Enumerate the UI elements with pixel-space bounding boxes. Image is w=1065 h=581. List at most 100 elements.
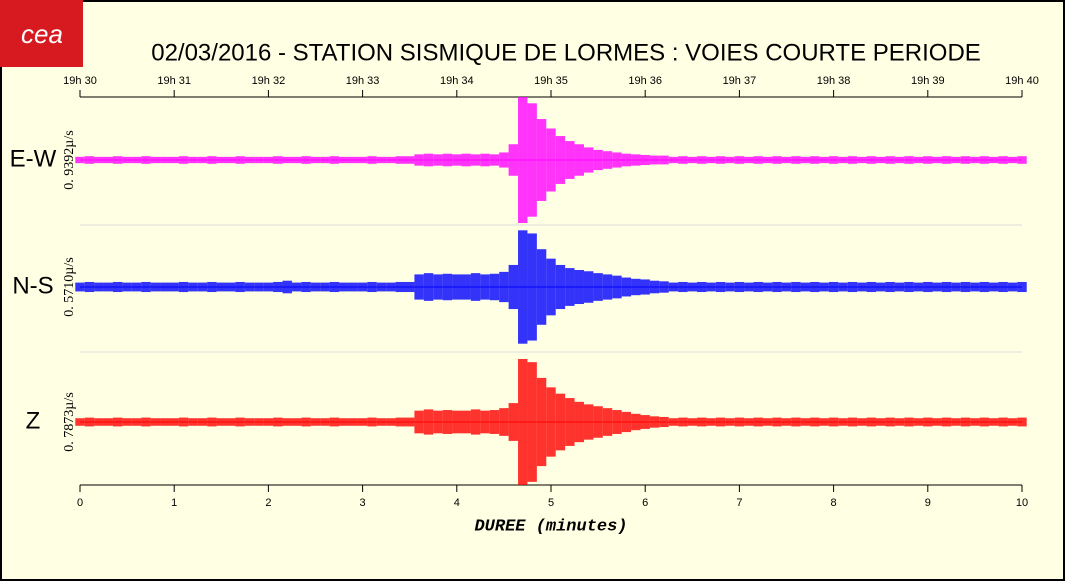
trace-amplitude <box>291 156 302 164</box>
trace-amplitude <box>197 282 208 292</box>
trace-amplitude <box>310 418 321 426</box>
trace-amplitude <box>640 279 650 295</box>
trace-amplitude <box>442 153 453 167</box>
trace-amplitude <box>518 97 528 223</box>
trace-amplitude <box>772 281 782 293</box>
trace-amplitude <box>310 156 321 164</box>
trace-amplitude <box>348 156 358 164</box>
trace-amplitude <box>489 410 500 434</box>
trace-amplitude <box>923 156 933 164</box>
trace-amplitude <box>386 418 396 426</box>
trace-amplitude <box>367 156 377 164</box>
trace-amplitude <box>131 282 142 292</box>
trace-amplitude <box>178 281 189 293</box>
trace-amplitude <box>75 418 85 426</box>
trace-amplitude <box>339 282 349 292</box>
trace-amplitude <box>141 156 151 164</box>
trace-amplitude <box>857 156 867 164</box>
trace-amplitude <box>678 281 688 293</box>
trace-amplitude <box>169 282 179 292</box>
trace-amplitude <box>847 417 858 427</box>
trace-scale: 0. 9392µ/s <box>62 130 77 189</box>
trace-amplitude <box>320 418 330 426</box>
trace-amplitude <box>678 417 688 427</box>
trace-amplitude <box>668 282 679 292</box>
trace-amplitude <box>244 156 255 164</box>
trace-amplitude <box>668 156 679 164</box>
trace-amplitude <box>555 136 566 184</box>
trace-amplitude <box>273 156 283 164</box>
top-tick-label: 19h 34 <box>440 75 474 87</box>
trace-amplitude <box>715 417 726 427</box>
trace-amplitude <box>970 282 980 292</box>
trace-amplitude <box>706 156 716 164</box>
trace-amplitude <box>810 281 820 293</box>
trace-amplitude <box>932 156 942 164</box>
trace-amplitude <box>593 149 603 171</box>
trace-amplitude <box>452 154 462 166</box>
trace-amplitude <box>112 281 123 293</box>
trace-amplitude <box>989 418 999 426</box>
trace-amplitude <box>329 417 340 427</box>
trace-amplitude <box>216 282 227 292</box>
trace-amplitude <box>527 362 537 482</box>
trace-amplitude <box>885 156 895 164</box>
trace-amplitude <box>376 156 387 164</box>
trace-amplitude <box>169 418 179 426</box>
trace-amplitude <box>235 417 245 427</box>
trace-amplitude <box>998 417 1008 427</box>
trace-amplitude <box>838 418 848 426</box>
trace-amplitude <box>480 274 490 300</box>
trace-amplitude <box>329 281 340 293</box>
trace-amplitude <box>649 416 660 428</box>
trace-amplitude <box>122 418 132 426</box>
trace-amplitude <box>367 417 377 427</box>
trace-amplitude <box>339 418 349 426</box>
top-tick-label: 19h 32 <box>252 75 286 87</box>
trace-amplitude <box>678 156 688 164</box>
trace-amplitude <box>244 282 255 292</box>
trace-amplitude <box>94 282 104 292</box>
trace-amplitude <box>452 410 462 434</box>
trace-amplitude <box>122 156 132 164</box>
trace-amplitude <box>433 410 443 434</box>
trace-amplitude <box>828 281 839 293</box>
trace-amplitude <box>762 418 773 426</box>
trace-amplitude <box>602 408 613 436</box>
trace-amplitude <box>866 156 876 164</box>
trace-amplitude <box>687 418 698 426</box>
trace-amplitude <box>565 268 575 306</box>
trace-amplitude <box>357 282 368 292</box>
trace-amplitude <box>527 233 537 341</box>
trace-amplitude <box>536 119 547 201</box>
trace-amplitude <box>207 156 217 164</box>
trace-amplitude <box>621 277 632 297</box>
trace-amplitude <box>282 280 292 294</box>
trace-amplitude <box>442 410 453 434</box>
trace-amplitude <box>715 156 726 164</box>
x-tick-label: 6 <box>642 497 648 509</box>
trace-amplitude <box>320 156 330 164</box>
trace-amplitude <box>857 282 867 292</box>
top-tick-label: 19h 37 <box>723 75 757 87</box>
trace-amplitude <box>602 274 613 300</box>
trace-amplitude <box>838 282 848 292</box>
trace-amplitude <box>546 387 556 457</box>
trace-amplitude <box>329 156 340 164</box>
trace-amplitude <box>480 410 490 434</box>
trace-amplitude <box>273 281 283 293</box>
trace-amplitude <box>376 418 387 426</box>
trace-amplitude <box>244 418 255 426</box>
trace-amplitude <box>772 156 782 164</box>
trace-amplitude <box>150 156 161 164</box>
trace-amplitude <box>103 418 113 426</box>
trace-amplitude <box>386 282 396 292</box>
trace-amplitude <box>131 156 142 164</box>
trace-amplitude <box>979 417 990 427</box>
trace-amplitude <box>715 281 726 293</box>
trace-amplitude <box>649 280 660 294</box>
trace-amplitude <box>744 282 754 292</box>
trace-amplitude <box>960 417 971 427</box>
trace-amplitude <box>998 156 1008 164</box>
